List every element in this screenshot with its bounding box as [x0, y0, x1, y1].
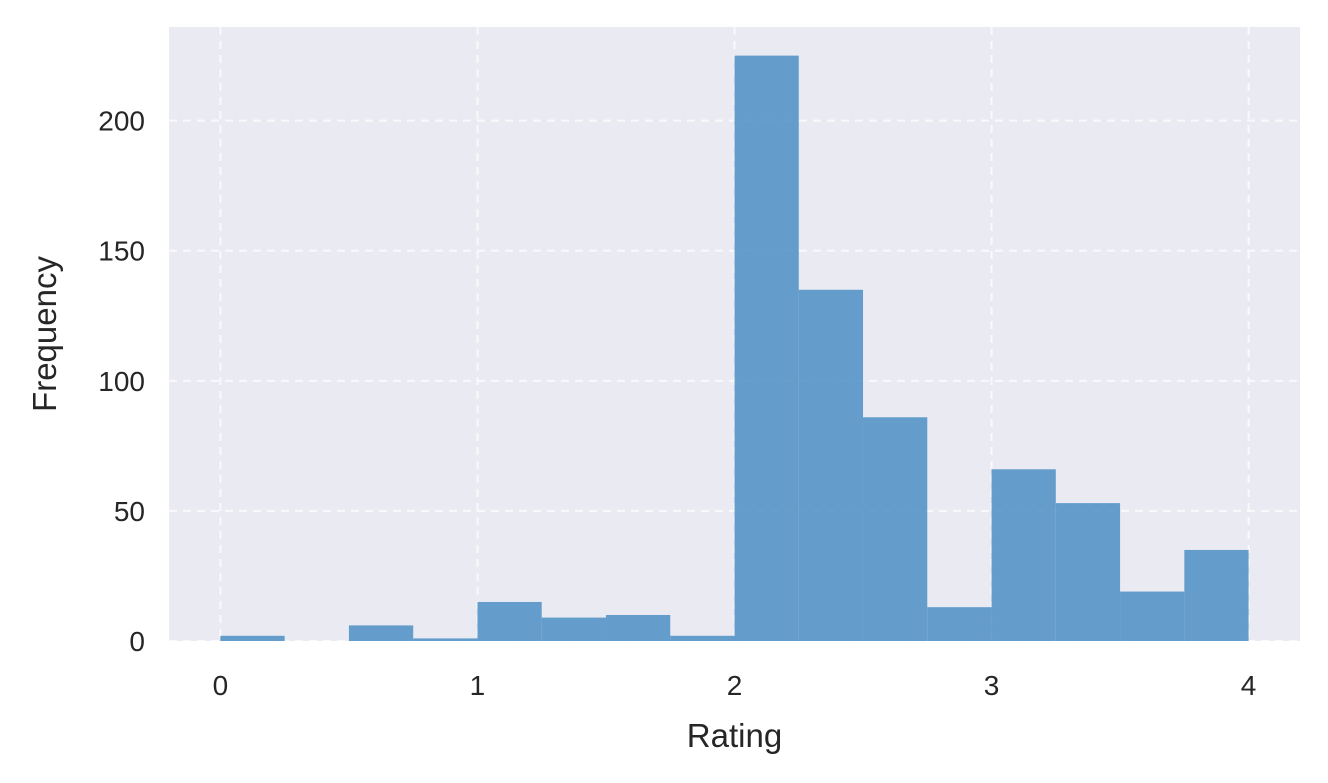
y-tick-label: 50: [114, 496, 145, 527]
x-tick-label: 3: [984, 670, 1000, 701]
x-tick-label: 1: [470, 670, 486, 701]
y-tick-label: 200: [98, 106, 145, 137]
y-tick-label: 100: [98, 366, 145, 397]
y-tick-label: 150: [98, 236, 145, 267]
x-axis-ticks: 0 1 2 3 4: [213, 670, 1257, 701]
histogram-bar: [734, 55, 799, 641]
histogram-bar: [413, 638, 478, 641]
x-tick-label: 2: [727, 670, 743, 701]
histogram-bar: [220, 635, 285, 641]
histogram-bar: [541, 617, 606, 641]
y-tick-label: 0: [129, 626, 145, 657]
histogram-bar: [798, 289, 864, 641]
x-axis-label: Rating: [687, 717, 782, 754]
histogram-bar: [1120, 591, 1185, 641]
histogram-bar: [477, 601, 542, 641]
x-tick-label: 0: [213, 670, 229, 701]
histogram-bar: [1184, 549, 1249, 641]
histogram-bar: [670, 635, 735, 641]
histogram-bars: [220, 55, 1249, 641]
y-axis-label: Frequency: [26, 256, 63, 412]
histogram-bar: [1055, 503, 1121, 641]
histogram-bar: [863, 417, 928, 641]
x-tick-label: 4: [1241, 670, 1257, 701]
histogram-bar: [927, 607, 992, 641]
histogram-bar: [605, 614, 671, 641]
histogram-bar: [991, 469, 1056, 641]
histogram-bar: [348, 625, 414, 641]
y-axis-ticks: 0 50 100 150 200: [98, 106, 145, 657]
